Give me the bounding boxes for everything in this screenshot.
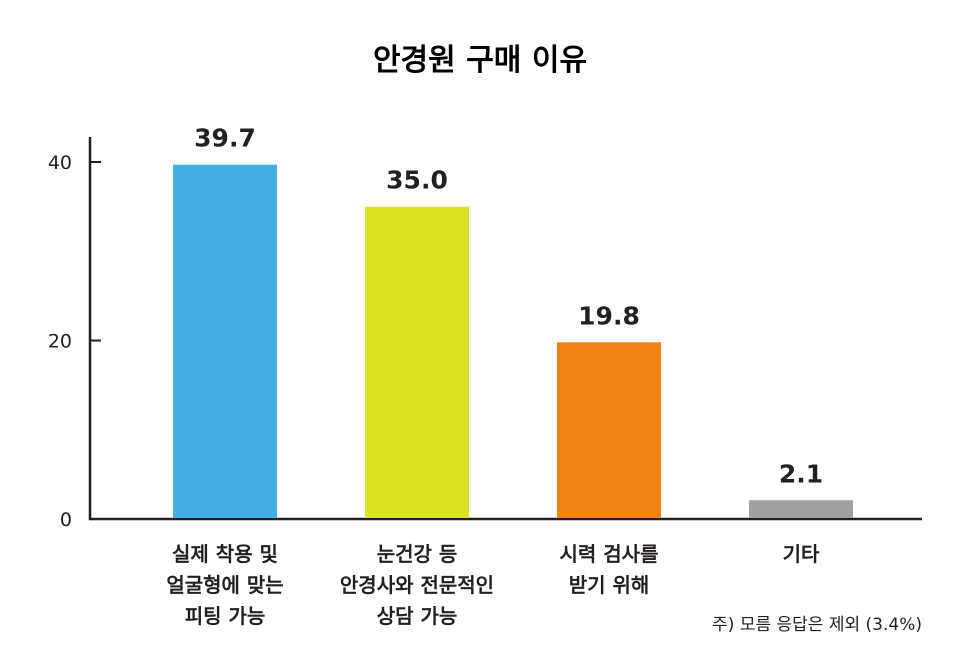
footnote: 주) 모름 응답은 제외 (3.4%)	[712, 615, 922, 635]
axes: 0 20 40	[48, 137, 922, 531]
bar	[749, 500, 853, 518]
chart-title: 안경원 구매 이유	[373, 43, 587, 78]
bar	[173, 164, 277, 519]
x-tick-label: 기타	[783, 542, 820, 566]
x-tick-label: 시력 검사를	[560, 542, 659, 566]
y-tick-label: 40	[48, 152, 72, 174]
bar	[365, 206, 469, 518]
x-tick-label: 안경사와 전문적인	[340, 573, 494, 597]
x-tick-label: 상담 가능	[377, 604, 458, 628]
x-tick-label: 피팅 가능	[185, 604, 266, 628]
data-label: 35.0	[386, 166, 448, 195]
data-label: 2.1	[779, 459, 823, 488]
x-tick-label: 받기 위해	[569, 573, 650, 597]
data-label: 39.7	[194, 124, 256, 153]
bar	[557, 342, 661, 518]
x-tick-label: 실제 착용 및	[172, 542, 278, 566]
y-tick-label: 20	[48, 331, 72, 353]
y-tick-label: 0	[60, 509, 72, 531]
data-label: 19.8	[578, 301, 640, 330]
x-tick-label: 얼굴형에 맞는	[166, 573, 283, 597]
x-tick-label: 눈건강 등	[377, 542, 458, 566]
